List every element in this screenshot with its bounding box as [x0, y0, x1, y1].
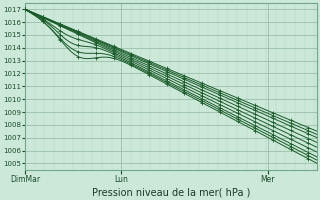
X-axis label: Pression niveau de la mer( hPa ): Pression niveau de la mer( hPa ) [92, 187, 250, 197]
